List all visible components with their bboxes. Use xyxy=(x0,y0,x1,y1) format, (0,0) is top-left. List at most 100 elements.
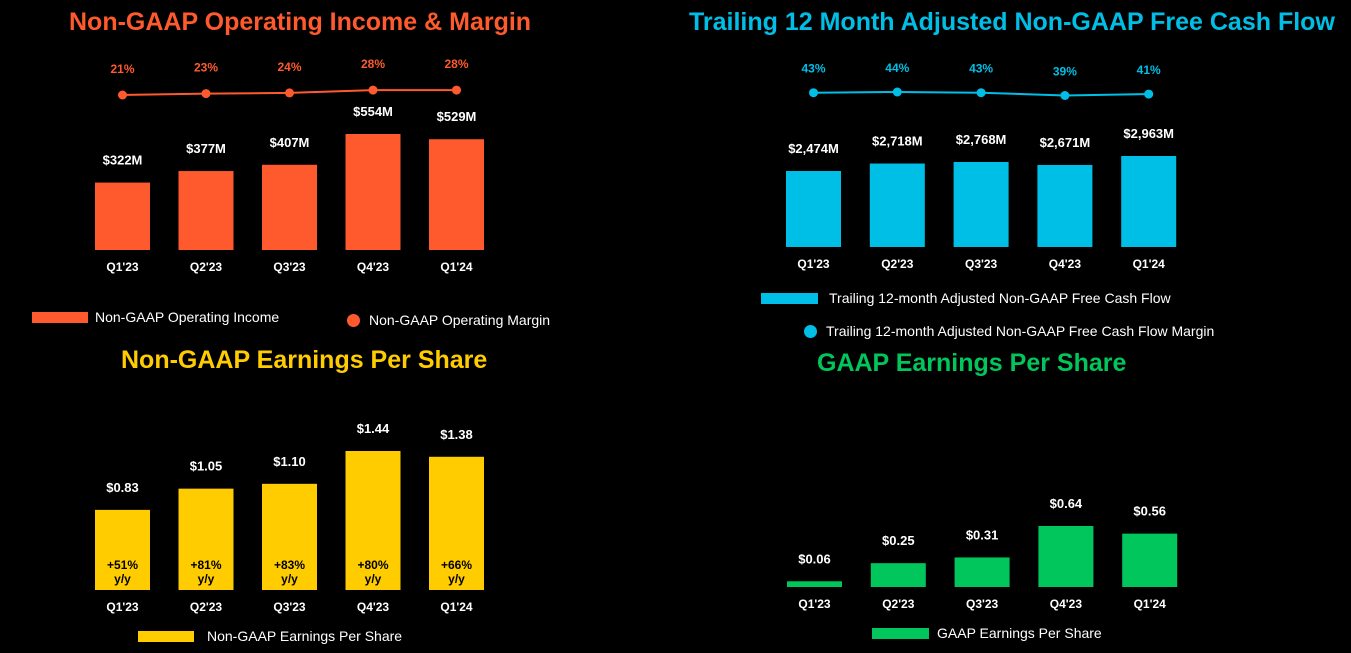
fcf-title: Trailing 12 Month Adjusted Non-GAAP Free… xyxy=(689,8,1335,36)
fcf-bar xyxy=(869,163,925,247)
opinc-legend-line-label: Non-GAAP Operating Margin xyxy=(369,312,551,328)
ngeps-bar xyxy=(178,488,234,590)
ngeps-legend-bar: Non-GAAP Earnings Per Share xyxy=(138,628,402,644)
ngeps-legend-swatch xyxy=(138,630,194,642)
fcf-margin-point xyxy=(809,88,818,98)
opinc-bar xyxy=(429,139,484,250)
fcf-legend-bar: Trailing 12-month Adjusted Non-GAAP Free… xyxy=(761,290,1171,306)
geps-value-label: $0.31 xyxy=(966,527,999,542)
ngeps-bar xyxy=(95,509,150,590)
geps-legend-bar-label: GAAP Earnings Per Share xyxy=(937,625,1102,641)
opinc-margin-point xyxy=(452,85,461,95)
ngeps-growth-suffix: y/y xyxy=(448,572,465,586)
opinc-value-label: $407M xyxy=(270,135,310,150)
fcf-value-label: $2,474M xyxy=(788,141,839,156)
fcf-margin-point xyxy=(1060,91,1070,100)
fcf-bar xyxy=(786,171,841,247)
geps-legend-bar: GAAP Earnings Per Share xyxy=(872,625,1102,641)
fcf-margin-label: 44% xyxy=(885,61,909,75)
opinc-category-label: Q1'23 xyxy=(106,260,139,274)
geps-value-label: $0.64 xyxy=(1050,496,1083,511)
ngeps-growth-label: +51% xyxy=(107,558,138,572)
fcf-legend-swatch xyxy=(761,292,818,304)
opinc-value-label: $554M xyxy=(353,104,393,119)
geps-bar xyxy=(787,581,842,587)
fcf-margin-label: 43% xyxy=(801,62,825,76)
ngeps-growth-label: +66% xyxy=(441,558,472,572)
ngeps-growth-label: +83% xyxy=(274,558,305,572)
opinc-category-label: Q3'23 xyxy=(273,260,306,274)
opinc-margin-label: 28% xyxy=(444,57,468,71)
opinc-margin-point xyxy=(368,85,378,95)
geps-category-label: Q3'23 xyxy=(966,597,999,611)
fcf-margin-point xyxy=(976,88,986,98)
opinc-value-label: $322M xyxy=(103,153,143,168)
fcf-margin-label: 39% xyxy=(1053,65,1077,79)
opinc-category-label: Q2'23 xyxy=(190,260,223,274)
geps-legend-swatch xyxy=(872,627,929,639)
ngeps-category-label: Q1'24 xyxy=(440,600,473,614)
ngeps-value-label: $1.38 xyxy=(440,427,473,442)
ngeps-bar xyxy=(429,456,484,590)
ngeps-growth-suffix: y/y xyxy=(114,572,131,586)
fcf-margin-label: 43% xyxy=(969,62,993,76)
ngeps-value-label: $1.05 xyxy=(190,459,223,474)
opinc-legend-swatch xyxy=(32,311,88,323)
ngeps-growth-suffix: y/y xyxy=(365,572,382,586)
fcf-value-label: $2,671M xyxy=(1040,135,1091,150)
geps-bar xyxy=(870,563,926,587)
fcf-legend-line: Trailing 12-month Adjusted Non-GAAP Free… xyxy=(804,323,1214,339)
geps-bar xyxy=(954,557,1010,587)
opinc-margin-point xyxy=(118,90,127,100)
fcf-bar xyxy=(953,161,1009,247)
fcf-margin-point xyxy=(892,87,902,97)
ngeps-growth-suffix: y/y xyxy=(198,572,215,586)
ngeps-bar xyxy=(262,483,317,590)
opinc-bar xyxy=(262,164,317,250)
fcf-value-label: $2,963M xyxy=(1123,126,1174,141)
ngeps-category-label: Q1'23 xyxy=(106,600,139,614)
opinc-legend-bar-label: Non-GAAP Operating Income xyxy=(95,309,280,325)
fcf-category-label: Q2'23 xyxy=(881,257,914,271)
fcf-value-label: $2,718M xyxy=(872,134,923,149)
geps-value-label: $0.56 xyxy=(1133,504,1166,519)
fcf-legend-bar-label: Trailing 12-month Adjusted Non-GAAP Free… xyxy=(829,290,1171,306)
fcf-category-label: Q4'23 xyxy=(1049,257,1082,271)
fcf-margin-point xyxy=(1144,89,1154,99)
opinc-title: Non-GAAP Operating Income & Margin xyxy=(69,8,532,36)
fcf-margin-label: 41% xyxy=(1137,63,1161,77)
ngeps-growth-label: +81% xyxy=(190,558,221,572)
ngeps-value-label: $1.10 xyxy=(273,454,306,469)
ngeps-bar xyxy=(345,451,401,590)
fcf-bar xyxy=(1121,156,1177,247)
ngeps-category-label: Q3'23 xyxy=(273,600,306,614)
opinc-legend-dot xyxy=(347,313,360,327)
opinc-margin-label: 24% xyxy=(277,60,301,74)
ngeps-value-label: $0.83 xyxy=(106,480,139,495)
fcf-category-label: Q3'23 xyxy=(965,257,998,271)
opinc-category-label: Q1'24 xyxy=(440,260,473,274)
ngeps-title: Non-GAAP Earnings Per Share xyxy=(121,346,488,374)
geps-value-label: $0.25 xyxy=(882,533,915,548)
fcf-legend-line-label: Trailing 12-month Adjusted Non-GAAP Free… xyxy=(826,323,1215,339)
geps-bar xyxy=(1122,533,1178,587)
geps-bar xyxy=(1038,526,1094,587)
opinc-margin-point xyxy=(201,89,211,99)
ngeps-growth-label: +80% xyxy=(357,558,388,572)
geps-title: GAAP Earnings Per Share xyxy=(817,349,1127,377)
opinc-category-label: Q4'23 xyxy=(357,260,390,274)
ngeps-category-label: Q4'23 xyxy=(357,600,390,614)
ngeps-category-label: Q2'23 xyxy=(190,600,223,614)
opinc-value-label: $377M xyxy=(186,141,226,156)
fcf-bar xyxy=(1037,164,1093,247)
opinc-legend-line: Non-GAAP Operating Margin xyxy=(347,312,550,328)
fcf-value-label: $2,768M xyxy=(956,132,1007,147)
opinc-bar xyxy=(178,171,234,250)
opinc-bar xyxy=(345,134,401,250)
fcf-category-label: Q1'24 xyxy=(1133,257,1166,271)
geps-category-label: Q4'23 xyxy=(1050,597,1083,611)
